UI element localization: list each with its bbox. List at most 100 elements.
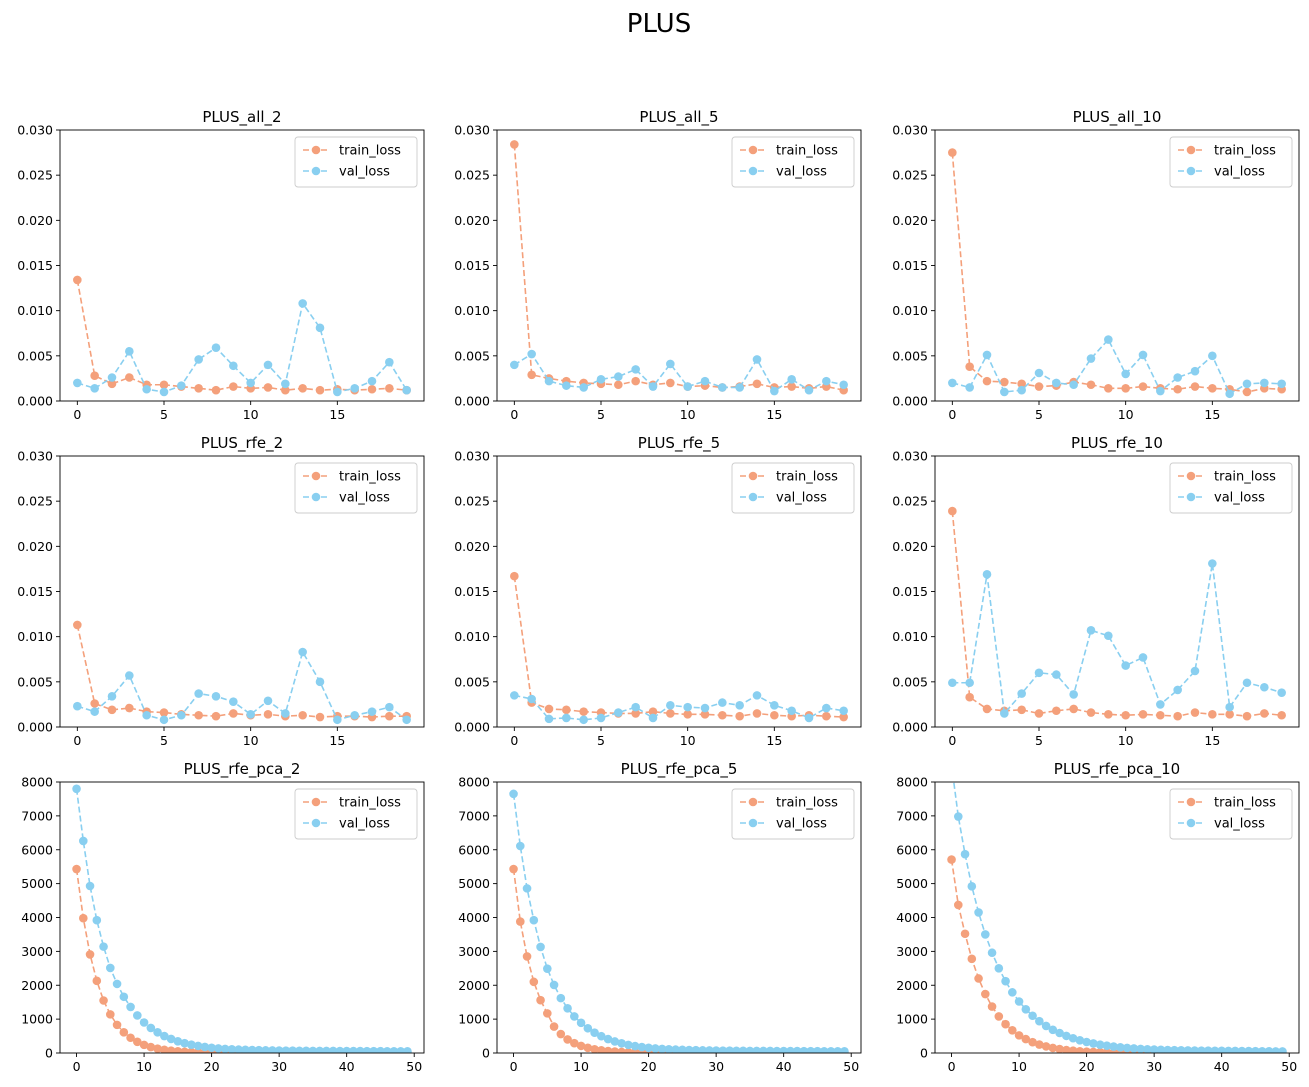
y-tick-label: 0.015 <box>17 584 53 599</box>
legend-label-train_loss: train_loss <box>1214 144 1276 159</box>
y-tick-label: 4000 <box>21 910 53 925</box>
x-tick-label: 40 <box>1214 1059 1230 1074</box>
data-point-val_loss <box>1190 1046 1199 1053</box>
data-point-val_loss <box>948 378 957 388</box>
y-tick-label: 0.020 <box>892 539 928 554</box>
data-point-val_loss <box>335 1046 345 1053</box>
data-point-train_loss <box>948 148 957 157</box>
data-point-val_loss <box>261 1046 270 1053</box>
data-point-train_loss <box>107 705 117 715</box>
data-point-val_loss <box>579 383 588 392</box>
data-point-val_loss <box>295 1046 304 1053</box>
y-tick-label: 0.010 <box>17 629 53 644</box>
data-point-val_loss <box>648 382 658 391</box>
data-point-train_loss <box>385 384 394 393</box>
data-point-val_loss <box>549 980 559 990</box>
data-point-val_loss <box>666 359 675 369</box>
series-line-train_loss <box>950 859 1283 1053</box>
data-point-val_loss <box>349 1046 358 1053</box>
data-point-val_loss <box>1251 1046 1260 1053</box>
data-point-val_loss <box>112 979 122 989</box>
data-point-val_loss <box>268 1046 277 1053</box>
x-tick-label: 15 <box>766 407 782 422</box>
data-point-val_loss <box>281 379 290 389</box>
series-line-train_loss <box>951 511 1282 717</box>
data-point-val_loss <box>579 715 588 725</box>
data-point-val_loss <box>160 1031 169 1041</box>
data-point-val_loss <box>350 710 359 720</box>
subplot-title: PLUS_rfe_pca_10 <box>1054 760 1180 779</box>
data-point-train_loss <box>1068 1046 1078 1053</box>
data-point-val_loss <box>241 1045 250 1053</box>
data-point-val_loss <box>698 1046 707 1053</box>
data-point-val_loss <box>765 1046 775 1053</box>
subplot-8: 0 10 20 30 40 50 0 1000 2000 3000 4000 5000 6000 7000… <box>896 760 1300 1074</box>
data-point-val_loss <box>1035 1016 1044 1026</box>
legend-marker-train_loss <box>748 471 758 481</box>
data-point-val_loss <box>362 1046 372 1053</box>
x-tick-label: 5 <box>1035 407 1043 422</box>
y-tick-label: 1000 <box>458 1012 490 1027</box>
data-point-train_loss <box>315 385 325 395</box>
data-point-val_loss <box>200 1042 210 1052</box>
y-tick-label: 0.025 <box>892 494 928 509</box>
data-point-train_loss <box>648 707 658 716</box>
legend-label-val_loss: val_loss <box>1214 817 1265 832</box>
legend-marker-train_loss <box>311 797 321 807</box>
data-point-val_loss <box>1242 678 1252 688</box>
legend-marker-val_loss <box>748 166 758 176</box>
data-point-val_loss <box>1170 1045 1179 1053</box>
data-point-val_loss <box>787 375 796 384</box>
x-tick-label: 0 <box>510 1059 518 1074</box>
data-point-train_loss <box>1225 710 1234 719</box>
data-point-val_loss <box>1183 1046 1193 1053</box>
data-point-train_loss <box>974 974 983 983</box>
data-point-val_loss <box>234 1045 243 1053</box>
data-point-val_loss <box>522 884 532 893</box>
data-point-val_loss <box>576 1018 586 1028</box>
y-tick-label: 0.000 <box>454 720 490 735</box>
y-tick-label: 0.010 <box>454 629 490 644</box>
data-point-val_loss <box>247 1045 257 1053</box>
data-point-val_loss <box>1028 1011 1037 1021</box>
x-tick-label: 0 <box>948 733 956 748</box>
data-point-train_loss <box>1121 710 1130 720</box>
data-point-train_loss <box>1242 711 1252 721</box>
data-point-val_loss <box>402 385 411 395</box>
data-point-train_loss <box>947 855 956 864</box>
data-point-val_loss <box>1271 1047 1280 1053</box>
legend-marker-val_loss <box>748 818 758 828</box>
y-tick-label: 5000 <box>458 876 490 891</box>
data-point-val_loss <box>804 385 814 395</box>
data-point-val_loss <box>772 1046 782 1053</box>
data-point-train_loss <box>139 1040 149 1050</box>
legend: train_loss val_loss <box>1169 462 1293 514</box>
data-point-val_loss <box>527 694 536 704</box>
y-tick-label: 0.030 <box>17 123 53 138</box>
data-point-train_loss <box>752 379 762 389</box>
subplot-2: 0 5 10 15 0.000 0.005 0.010 0.015 0.020 0.025 0.03… <box>892 108 1300 422</box>
data-point-val_loss <box>583 1023 593 1033</box>
data-point-val_loss <box>711 1046 721 1053</box>
data-point-val_loss <box>614 708 623 717</box>
data-point-train_loss <box>1034 709 1044 718</box>
data-point-val_loss <box>965 678 974 688</box>
data-point-val_loss <box>99 942 108 951</box>
data-point-train_loss <box>1260 709 1269 718</box>
y-tick-label: 0.020 <box>454 213 490 228</box>
data-point-val_loss <box>403 1047 412 1053</box>
data-point-train_loss <box>718 710 727 720</box>
data-point-train_loss <box>1000 377 1009 387</box>
legend-label-val_loss: val_loss <box>339 165 390 180</box>
data-point-val_loss <box>1001 976 1010 986</box>
data-point-val_loss <box>159 715 169 725</box>
legend: train_loss val_loss <box>731 788 855 840</box>
data-point-val_loss <box>1156 386 1165 396</box>
data-point-val_loss <box>1136 1044 1145 1053</box>
data-point-val_loss <box>139 1018 149 1027</box>
legend-marker-val_loss <box>311 818 321 828</box>
data-point-train_loss <box>1242 387 1252 397</box>
data-point-val_loss <box>691 1045 701 1053</box>
data-point-val_loss <box>1190 666 1200 676</box>
data-point-val_loss <box>752 355 762 364</box>
